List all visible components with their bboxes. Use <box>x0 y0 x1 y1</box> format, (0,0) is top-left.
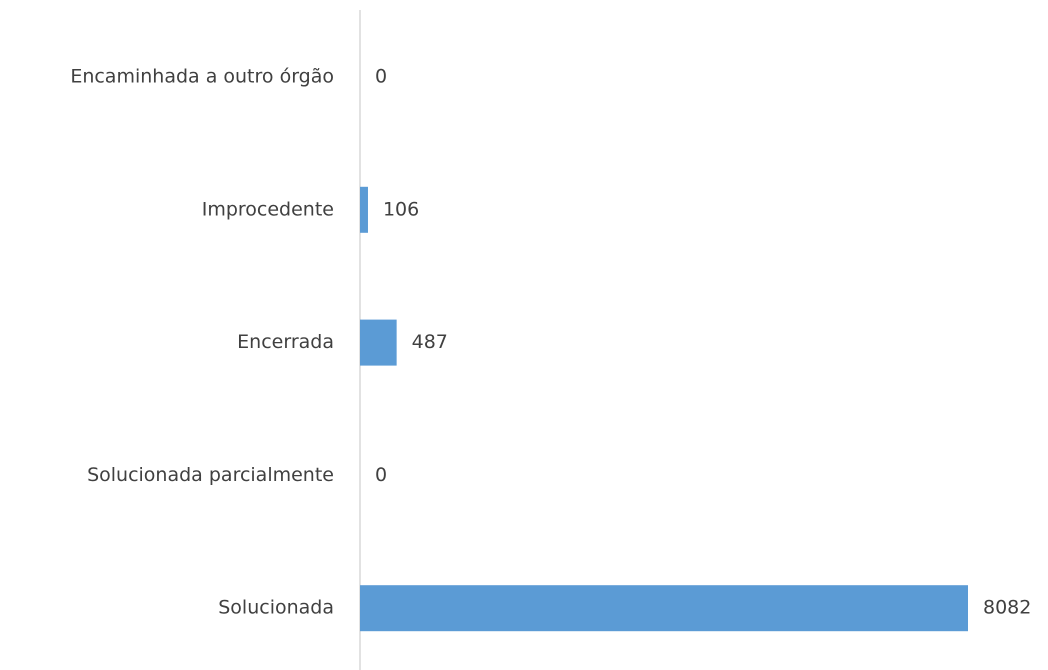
value-label: 0 <box>375 464 387 486</box>
value-label: 487 <box>412 331 448 353</box>
bar <box>360 585 968 632</box>
bar <box>360 319 397 366</box>
value-label: 8082 <box>983 597 1031 619</box>
category-label: Improcedente <box>202 198 334 220</box>
category-label: Encaminhada a outro órgão <box>70 66 334 88</box>
category-label: Solucionada parcialmente <box>87 464 334 486</box>
value-label: 0 <box>375 66 387 88</box>
category-label: Solucionada <box>218 597 334 619</box>
value-label: 106 <box>383 198 419 220</box>
bar <box>360 186 368 233</box>
category-label: Encerrada <box>237 331 334 353</box>
